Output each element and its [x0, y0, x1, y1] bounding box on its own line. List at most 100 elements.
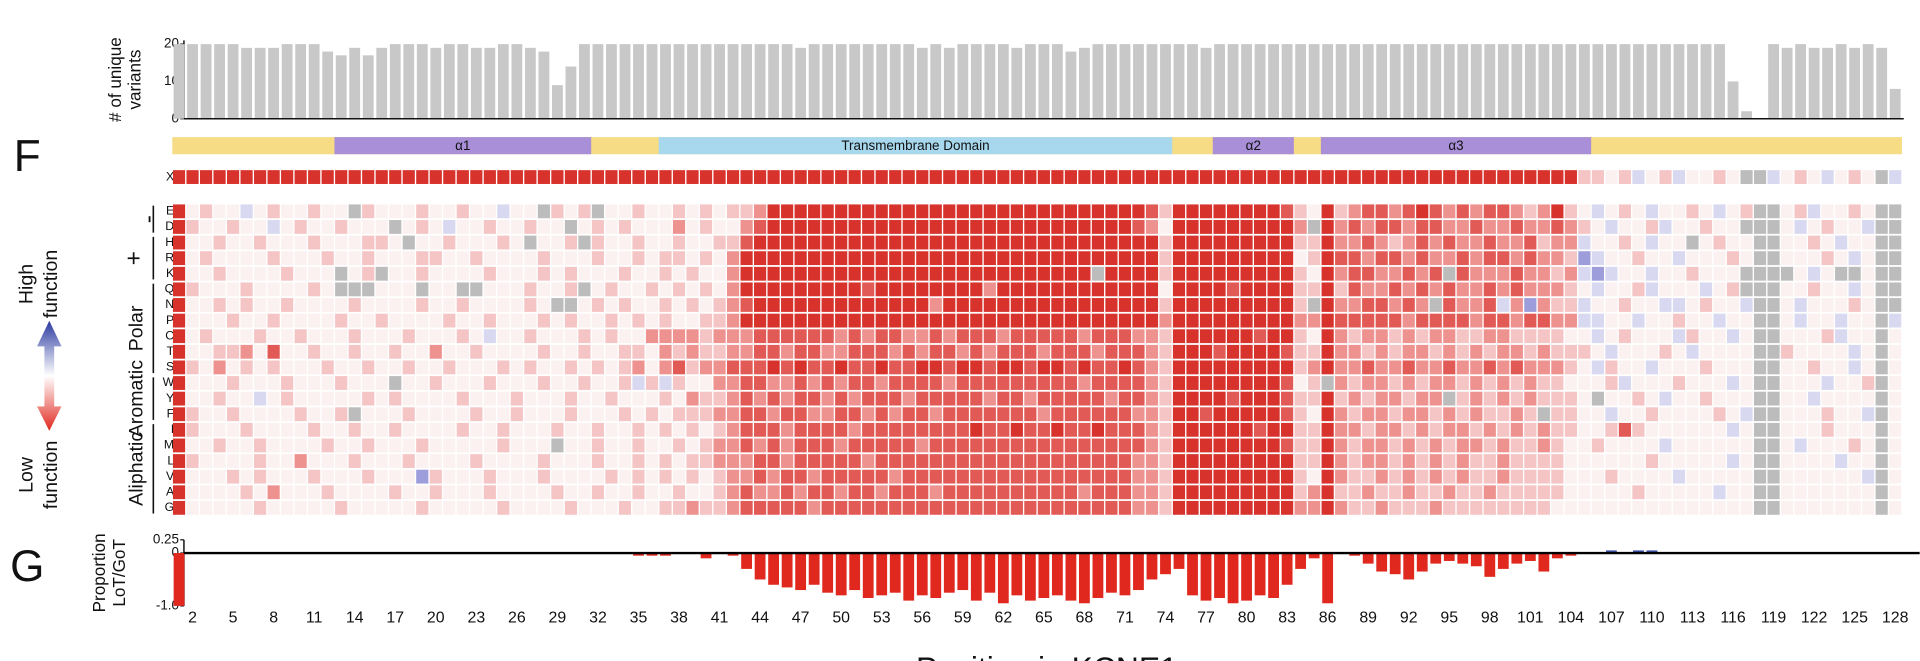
heatmap-cell: [632, 235, 645, 250]
heatmap-cell: [726, 438, 740, 453]
heatmap-cell: [1078, 469, 1091, 484]
heatmap-cell: [1767, 329, 1780, 344]
heatmap-cell: [321, 282, 334, 297]
heatmap-cell: [1402, 422, 1415, 437]
heatmap-cell: [1889, 391, 1902, 406]
heatmap-cell: [767, 407, 780, 422]
heatmap-cell: [497, 282, 510, 297]
bar: [214, 44, 225, 119]
heatmap-cell: [726, 360, 740, 375]
heatmap-cell: [1889, 329, 1902, 344]
heatmap-cell: [416, 454, 429, 468]
heatmap-cell: [848, 454, 861, 468]
heatmap-cell: [1808, 376, 1821, 390]
heatmap-cell: [916, 204, 929, 219]
heatmap-cell: [821, 344, 834, 359]
heatmap-cell: [294, 329, 307, 344]
heatmap-cell: [1497, 360, 1510, 375]
heatmap-cell: [1429, 204, 1442, 219]
heatmap-cell: [1091, 251, 1105, 266]
heatmap-cell: [1672, 329, 1686, 344]
row-label: E: [166, 204, 174, 218]
x-tick-label: 47: [792, 609, 810, 626]
heatmap-cell: [1632, 235, 1645, 250]
heatmap-cell: [213, 170, 226, 184]
heatmap-cell: [483, 469, 496, 484]
heatmap-cell: [916, 298, 929, 312]
heatmap-cell: [213, 282, 226, 297]
heatmap-cell: [375, 454, 388, 468]
heatmap-cell: [1848, 500, 1861, 515]
heatmap-cell: [1456, 469, 1469, 484]
heatmap-cell: [1470, 407, 1483, 422]
heatmap-cell: [808, 360, 821, 375]
heatmap-cell: [267, 313, 280, 328]
heatmap-cell: [591, 282, 605, 297]
heatmap-cell: [1483, 376, 1496, 390]
heatmap-cell: [659, 220, 672, 234]
heatmap-cell: [740, 469, 753, 484]
heatmap-cell: [889, 469, 902, 484]
heatmap-cell: [375, 298, 388, 312]
heatmap-cell: [1281, 220, 1294, 234]
bar: [1497, 553, 1509, 569]
heatmap-cell: [1335, 360, 1348, 375]
heatmap-cell: [308, 220, 321, 234]
heatmap-cell: [591, 344, 605, 359]
heatmap-cell: [470, 204, 483, 219]
heatmap-cell: [1267, 376, 1280, 390]
heatmap-cell: [1497, 251, 1510, 266]
heatmap-cell: [240, 376, 253, 390]
heatmap-cell: [943, 438, 956, 453]
heatmap-cell: [524, 485, 537, 500]
heatmap-cell: [1037, 344, 1050, 359]
heatmap-cell: [1672, 422, 1686, 437]
heatmap-cell: [443, 204, 456, 219]
bar: [1876, 47, 1888, 119]
heatmap-cell: [1402, 266, 1415, 281]
heatmap-cell: [781, 438, 794, 453]
heatmap-cell: [1632, 266, 1645, 281]
heatmap-cell: [1740, 344, 1753, 359]
heatmap-cell: [1632, 469, 1645, 484]
heatmap-cell: [956, 235, 969, 250]
heatmap-cell: [781, 485, 794, 500]
heatmap-cell: [1537, 204, 1550, 219]
heatmap-cell: [389, 485, 402, 500]
heatmap-cell: [335, 360, 348, 375]
heatmap-cell: [1767, 282, 1780, 297]
heatmap-cell: [1037, 298, 1050, 312]
heatmap-cell: [416, 376, 429, 390]
heatmap-cell: [1686, 469, 1699, 484]
heatmap-cell: [1362, 220, 1375, 234]
heatmap-cell: [1510, 454, 1523, 468]
heatmap-cell: [1389, 344, 1402, 359]
heatmap-cell: [1524, 204, 1537, 219]
heatmap-cell: [1105, 298, 1118, 312]
heatmap-cell: [375, 469, 388, 484]
bar: [1849, 47, 1861, 119]
heatmap-cell: [740, 220, 753, 234]
heatmap-cell: [1294, 204, 1307, 219]
domain: [334, 137, 592, 155]
bar: [1254, 553, 1266, 596]
heatmap-cell: [1713, 298, 1726, 312]
heatmap-cell: [1091, 298, 1105, 312]
heatmap-cell: [524, 329, 537, 344]
heatmap-cell: [1294, 469, 1307, 484]
heatmap-cell: [1105, 266, 1118, 281]
heatmap-cell: [875, 360, 888, 375]
bar: [1241, 44, 1252, 119]
heatmap-cell: [618, 469, 632, 484]
heatmap-cell: [443, 422, 456, 437]
bar: [1268, 44, 1279, 119]
heatmap-cell: [1889, 407, 1902, 422]
heatmap-cell: [943, 485, 956, 500]
heatmap-cell: [1781, 220, 1794, 234]
heatmap-cell: [1159, 220, 1172, 234]
heatmap-cell: [902, 266, 915, 281]
heatmap-cell: [1118, 438, 1132, 453]
heatmap-cell: [335, 266, 348, 281]
heatmap-cell: [1335, 313, 1348, 328]
heatmap-cell: [1105, 344, 1118, 359]
